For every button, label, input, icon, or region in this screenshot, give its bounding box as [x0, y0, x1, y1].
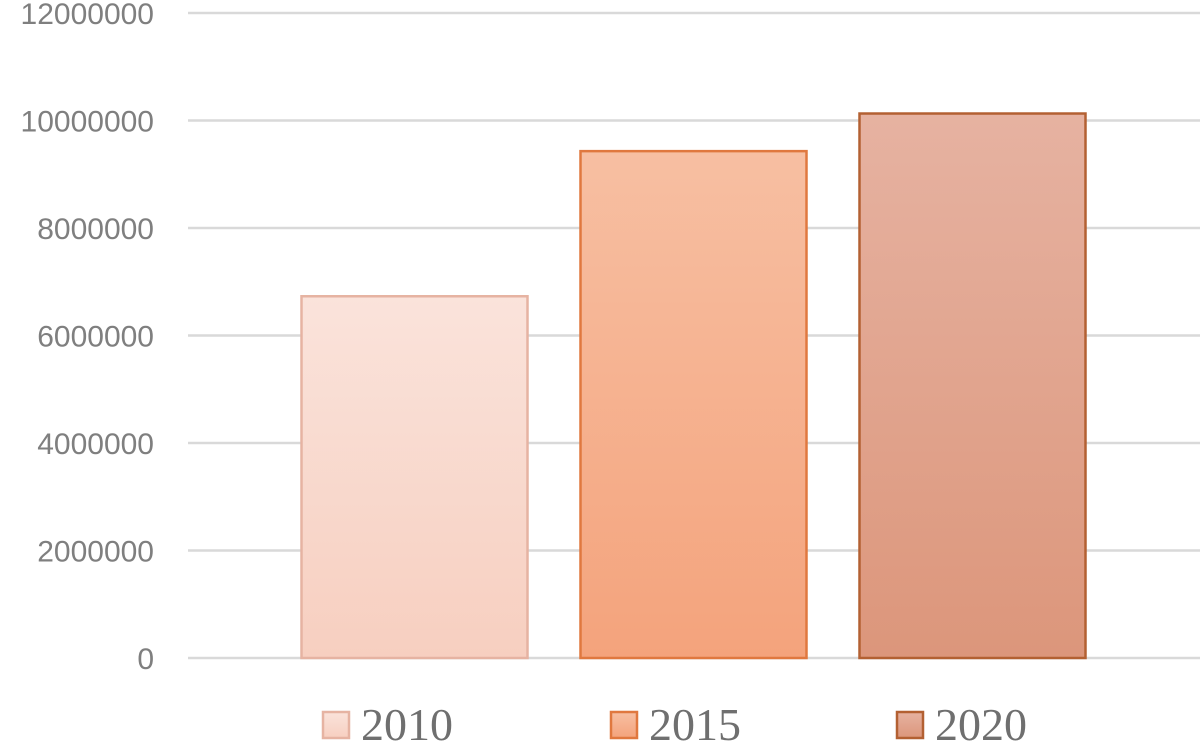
y-tick-label: 12000000	[21, 0, 154, 31]
legend-swatch	[895, 710, 925, 740]
bars	[300, 112, 1087, 660]
bar-2015	[579, 149, 808, 660]
y-tick-label: 2000000	[37, 536, 154, 569]
y-axis-tick-labels: 0 2000000 4000000 6000000 8000000 10000000 120…	[21, 0, 154, 676]
legend-item-2020: 2020	[895, 699, 1027, 743]
y-tick-label: 10000000	[21, 106, 154, 139]
legend-label: 2010	[361, 699, 453, 743]
legend-swatch	[321, 710, 351, 740]
y-tick-label: 6000000	[37, 321, 154, 354]
y-tick-label: 4000000	[37, 428, 154, 461]
y-tick-label: 8000000	[37, 213, 154, 246]
bar-2010	[300, 295, 529, 660]
legend-label: 2020	[935, 699, 1027, 743]
y-tick-label: 0	[137, 643, 154, 676]
legend: 2010 2015 2020	[321, 699, 1027, 743]
bar-2020	[858, 112, 1087, 660]
legend-item-2015: 2015	[609, 699, 741, 743]
legend-label: 2015	[649, 699, 741, 743]
legend-swatch	[609, 710, 639, 740]
legend-item-2010: 2010	[321, 699, 453, 743]
